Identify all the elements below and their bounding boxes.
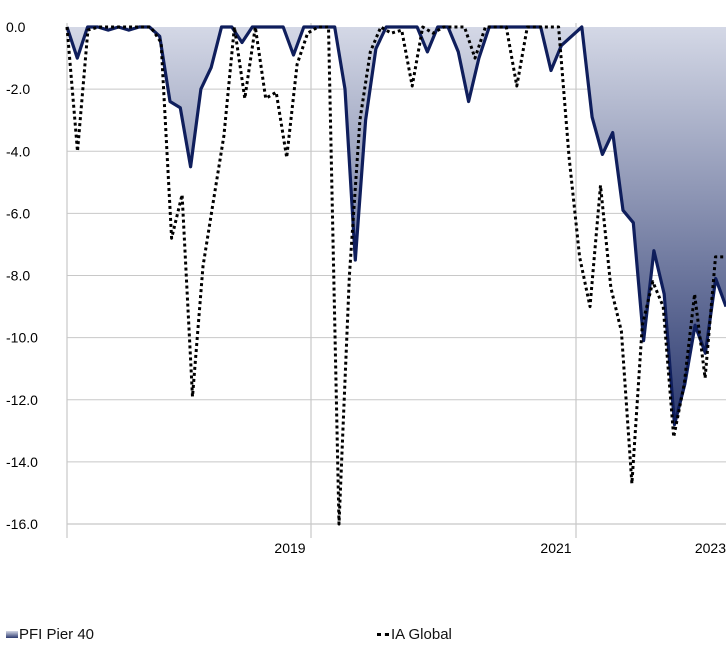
pfi-pier-40-line — [65, 25, 726, 427]
legend-swatch-area — [6, 631, 18, 638]
legend-swatch-dotted — [377, 633, 389, 636]
y-tick-label: -14.0 — [6, 454, 38, 470]
legend-item-ia-global: IA Global — [377, 626, 452, 643]
y-tick-label: -8.0 — [6, 268, 30, 284]
x-tick-label: 2019 — [274, 540, 305, 556]
pfi-pier-40-area — [67, 27, 726, 425]
legend-label-ia-global: IA Global — [391, 626, 452, 643]
x-tick-label: 2023 — [695, 540, 726, 556]
x-tick-label: 2021 — [540, 540, 571, 556]
y-tick-label: -4.0 — [6, 143, 30, 159]
ia-global-line — [65, 25, 726, 526]
legend-item-pfi-pier-40: PFI Pier 40 — [6, 626, 94, 643]
x-axis-ticks: 2019 2021 2023 — [274, 540, 726, 556]
legend-label-pfi-pier-40: PFI Pier 40 — [19, 626, 95, 643]
area-layer — [65, 25, 726, 526]
gridlines — [66, 23, 726, 538]
y-tick-label: -16.0 — [6, 516, 38, 532]
y-tick-label: -12.0 — [6, 392, 38, 408]
drawdown-chart: 0.0 -2.0 -4.0 -6.0 -8.0 -10.0 -12.0 -14.0 -16.0 2… — [6, 19, 726, 556]
y-tick-label: -2.0 — [6, 81, 30, 97]
y-tick-label: -10.0 — [6, 330, 38, 346]
y-tick-label: -6.0 — [6, 205, 30, 221]
y-tick-label: 0.0 — [6, 19, 26, 35]
y-axis-ticks: 0.0 -2.0 -4.0 -6.0 -8.0 -10.0 -12.0 -14.0 -16.0 — [6, 19, 38, 532]
